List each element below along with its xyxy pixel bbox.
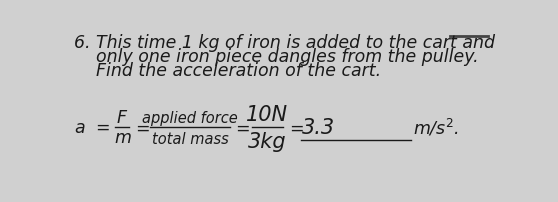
Text: m/s$^2$.: m/s$^2$. [413,117,459,138]
Text: applied force: applied force [142,110,238,125]
Text: =: = [289,119,304,137]
Text: total mass: total mass [152,131,228,146]
Text: 6. This time 1 kg of iron is added to the cart and: 6. This time 1 kg of iron is added to th… [74,34,496,52]
Text: =: = [135,119,150,137]
Text: $F$: $F$ [117,109,128,127]
Text: $a$  =: $a$ = [74,119,110,137]
Text: 3.3: 3.3 [302,118,335,138]
Text: $m$: $m$ [114,129,131,147]
Text: =: = [235,119,249,137]
Text: only one iron piece dangles from the pulley.: only one iron piece dangles from the pul… [74,48,479,66]
Text: Find the acceleration of the cart.: Find the acceleration of the cart. [74,62,382,80]
Text: 10N: 10N [246,105,288,125]
Text: 3kg: 3kg [248,132,287,152]
